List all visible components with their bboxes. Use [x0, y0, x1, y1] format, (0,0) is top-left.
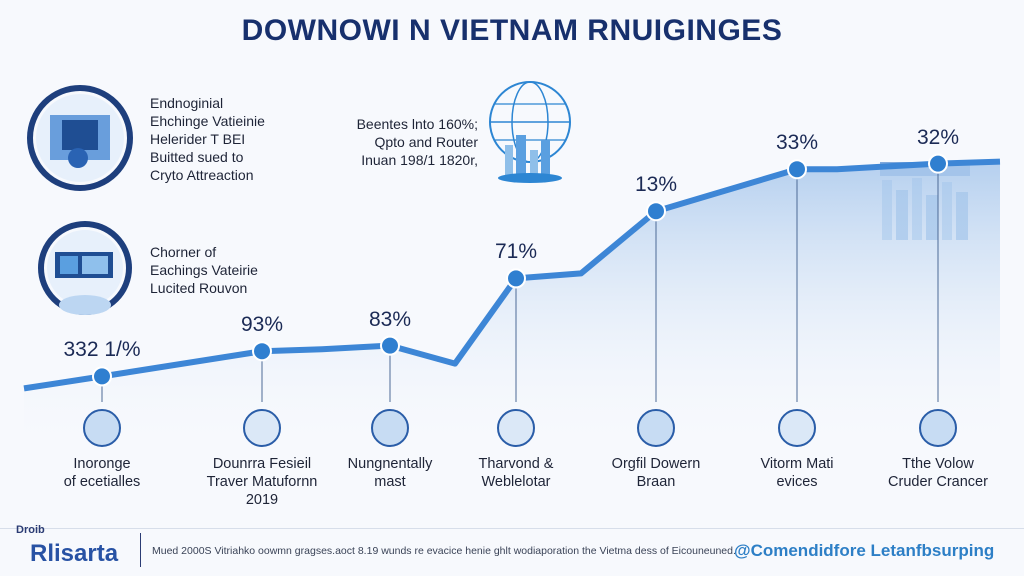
exchange-illustration — [38, 221, 132, 315]
data-point-marker — [506, 268, 526, 289]
category-label-line: Cruder Crancer — [888, 474, 988, 490]
brand-logo: Rlisarta — [30, 540, 119, 567]
category-label: Orgfil Dowern Braan — [581, 455, 731, 491]
callout-line: Qpto and Router — [374, 134, 478, 150]
vpn-shield-illustration — [27, 85, 133, 191]
category-label-line: of ecetialles — [63, 474, 141, 490]
category-label-line: Weblelotar — [481, 474, 551, 490]
value-label: 83% — [368, 307, 412, 331]
globe-icon — [489, 81, 571, 183]
callout-line: Endnoginial — [150, 95, 224, 111]
callout-line: Helerider T BEI — [150, 131, 246, 147]
value-label: 332 1/% — [63, 338, 141, 362]
category-icon — [83, 409, 121, 447]
category-label-line: Orgfil Dowern — [611, 456, 701, 472]
category-label: Tthe Volow Cruder Crancer — [863, 455, 1013, 491]
drop-lines — [101, 173, 939, 402]
data-point-marker — [646, 201, 666, 222]
value-label: 32% — [916, 125, 960, 149]
chart-markers — [92, 153, 948, 387]
brand-small: Droib — [16, 524, 45, 536]
value-label: 71% — [494, 240, 538, 264]
category-label-line: Nungnentally — [347, 456, 433, 472]
page-title: DOWNOWI N VIETNAM RNUIGINGES — [241, 14, 783, 47]
callout-line: Beentes lnto 160%; — [356, 116, 478, 132]
footer-vertical-divider — [140, 533, 141, 567]
data-point-marker — [380, 335, 400, 356]
callout-line: Cryto Attreaction — [150, 167, 254, 183]
category-label: Vitorm Mati evices — [722, 455, 872, 491]
footer-handle-link[interactable]: @Comendidfore Letanfbsurping — [734, 541, 995, 560]
category-icon — [497, 409, 535, 447]
category-label: Inoronge of ecetialles — [27, 455, 177, 491]
value-label: 33% — [775, 131, 819, 155]
value-label: 93% — [240, 313, 284, 337]
chart-area-fill — [24, 161, 1000, 440]
footer-divider — [0, 528, 1024, 529]
data-point-marker — [92, 366, 112, 387]
category-icon — [919, 409, 957, 447]
category-label-line: 2019 — [245, 492, 279, 508]
category-label-line: Vitorm Mati — [760, 456, 834, 472]
category-icon — [778, 409, 816, 447]
category-label-line: Tthe Volow — [902, 456, 974, 472]
category-label-line: evices — [776, 474, 818, 490]
callout-line: Chorner of — [150, 244, 217, 260]
callout-exchange: Chorner of Eachings Vateirie Lucited Rou… — [150, 243, 258, 297]
category-label: Dounrra Fesieil Traver Matufornn 2019 — [187, 455, 337, 509]
value-label: 13% — [634, 173, 678, 197]
category-label-line: Inoronge — [73, 456, 131, 472]
callout-vpn: Endnoginial Ehchinge Vatieinie Helerider… — [150, 94, 265, 184]
data-point-marker — [252, 341, 272, 362]
category-label: Nungnentally mast — [315, 455, 465, 491]
category-label-line: mast — [374, 474, 406, 490]
category-label-line: Traver Matufornn — [206, 474, 318, 490]
footer-caption: Mued 2000S Vitriahko oowmn gragses.aoct … — [152, 545, 736, 557]
callout-line: Inuan 198/1 1820r, — [361, 152, 478, 168]
category-label: Tharvond & Weblelotar — [441, 455, 591, 491]
callout-line: Ehchinge Vatieinie — [150, 113, 265, 129]
callout-globe: Beentes lnto 160%; Qpto and Router Inuan… — [338, 115, 478, 169]
category-icon — [371, 409, 409, 447]
data-point-marker — [928, 153, 948, 174]
callout-line: Eachings Vateirie — [150, 262, 258, 278]
category-icon — [243, 409, 281, 447]
data-point-marker — [787, 159, 807, 180]
category-icons — [83, 409, 957, 447]
category-label-line: Braan — [636, 474, 676, 490]
callout-line: Buitted sued to — [150, 149, 244, 165]
callout-line: Lucited Rouvon — [150, 280, 248, 296]
category-icon — [637, 409, 675, 447]
category-label-line: Tharvond & — [478, 456, 554, 472]
category-label-line: Dounrra Fesieil — [212, 456, 312, 472]
chart-area-layer — [24, 161, 1000, 440]
